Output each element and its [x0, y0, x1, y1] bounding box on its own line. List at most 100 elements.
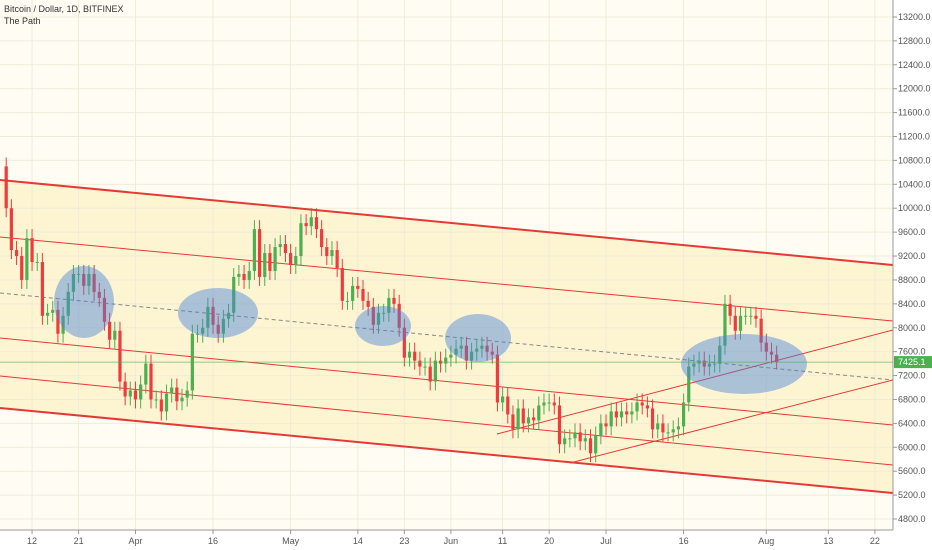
median-line: [0, 292, 894, 381]
y-tick-label: 13200.0: [898, 12, 931, 22]
candle-body: [444, 357, 448, 364]
candle-body: [480, 345, 484, 349]
y-tick-label: 12400.0: [898, 60, 931, 70]
candle-body: [76, 273, 81, 275]
candle-body: [9, 208, 13, 251]
highlight-ellipse: [178, 288, 258, 338]
candle-body: [676, 426, 681, 430]
candle-body: [4, 166, 8, 209]
candle-body: [118, 330, 122, 382]
candle-body: [521, 408, 525, 424]
y-tick-label: 7200.0: [898, 371, 926, 381]
candle-body: [775, 354, 779, 363]
candle-body: [382, 312, 386, 314]
candle-body: [495, 354, 500, 403]
candle-body: [263, 253, 267, 277]
candle-body: [645, 405, 649, 409]
channel-line: [0, 236, 894, 322]
candle-body: [594, 435, 598, 454]
candle-body: [692, 363, 696, 367]
candle-body: [51, 309, 55, 313]
candle-body: [195, 333, 200, 335]
channel-line: [0, 375, 894, 466]
y-tick-label: 6800.0: [898, 394, 926, 404]
last-price-box: [894, 356, 932, 369]
y-tick-label: 6000.0: [898, 442, 926, 452]
y-tick-label: 6400.0: [898, 418, 926, 428]
candle-body: [702, 360, 706, 367]
candle-body: [330, 250, 334, 257]
highlight-ellipse: [54, 266, 114, 338]
last-price-label: 7425.1: [898, 357, 926, 367]
candle-body: [728, 303, 732, 316]
candle-body: [273, 247, 277, 271]
candle-body: [687, 366, 691, 403]
candle-body: [102, 297, 107, 322]
candle-body: [133, 390, 138, 400]
candle-body: [754, 315, 758, 319]
candle-body: [532, 417, 536, 421]
y-tick-label: 8000.0: [898, 323, 926, 333]
candle-body: [614, 411, 618, 418]
candle-body: [175, 387, 179, 402]
candle-body: [588, 438, 593, 454]
trend-line: [496, 329, 894, 435]
x-tick-label: 16: [679, 536, 689, 546]
candle-body: [288, 253, 293, 265]
price-axis: [893, 0, 932, 550]
candle-body: [464, 345, 469, 361]
candle-body: [506, 396, 510, 415]
candle-body: [733, 315, 737, 331]
candle-body: [454, 348, 458, 355]
x-tick-label: 11: [498, 536, 507, 546]
candle-body: [257, 229, 262, 277]
x-tick-label: 20: [544, 536, 554, 546]
x-tick-label: Jul: [600, 536, 612, 546]
candle-body: [164, 393, 169, 412]
candle-body: [609, 411, 613, 427]
candle-body: [66, 291, 70, 316]
y-tick-label: 9600.0: [898, 227, 926, 237]
y-tick-label: 10000.0: [898, 203, 931, 213]
channel-line: [0, 337, 894, 426]
candle-body: [407, 351, 412, 358]
candle-body: [304, 223, 308, 227]
candle-body: [139, 384, 143, 400]
y-tick-label: 5600.0: [898, 466, 926, 476]
candle-body: [397, 303, 401, 328]
candle-body: [635, 402, 639, 412]
candle-body: [371, 306, 375, 325]
y-tick-label: 8800.0: [898, 275, 926, 285]
candle-body: [185, 390, 189, 398]
x-tick-label: Jun: [444, 536, 459, 546]
candle-body: [366, 300, 370, 307]
candle-body: [713, 363, 717, 365]
candle-body: [744, 315, 748, 317]
y-tick-label: 9200.0: [898, 251, 926, 261]
candle-body: [144, 363, 148, 385]
candle-body: [14, 250, 19, 257]
candle-body: [351, 285, 355, 301]
candle-body: [402, 327, 406, 358]
candle-body: [361, 288, 365, 301]
highlight-ellipse: [355, 306, 411, 346]
candle-body: [650, 408, 655, 430]
candle-body: [108, 321, 112, 340]
channel-top: [0, 179, 894, 266]
candle-body: [211, 306, 215, 325]
candle-body: [128, 390, 132, 397]
x-tick-label: 23: [399, 536, 409, 546]
candle-body: [268, 253, 272, 271]
candle-body: [56, 309, 60, 334]
candle-body: [749, 315, 753, 317]
candle-body: [583, 438, 587, 442]
x-tick-label: 21: [74, 536, 84, 546]
candle-body: [625, 411, 629, 415]
candle-body: [557, 405, 562, 445]
candle-body: [30, 238, 34, 263]
channel-bottom: [0, 407, 894, 494]
candle-body: [226, 312, 231, 319]
y-tick-label: 11600.0: [898, 108, 930, 118]
candle-body: [92, 273, 96, 292]
candle-body: [149, 363, 153, 400]
